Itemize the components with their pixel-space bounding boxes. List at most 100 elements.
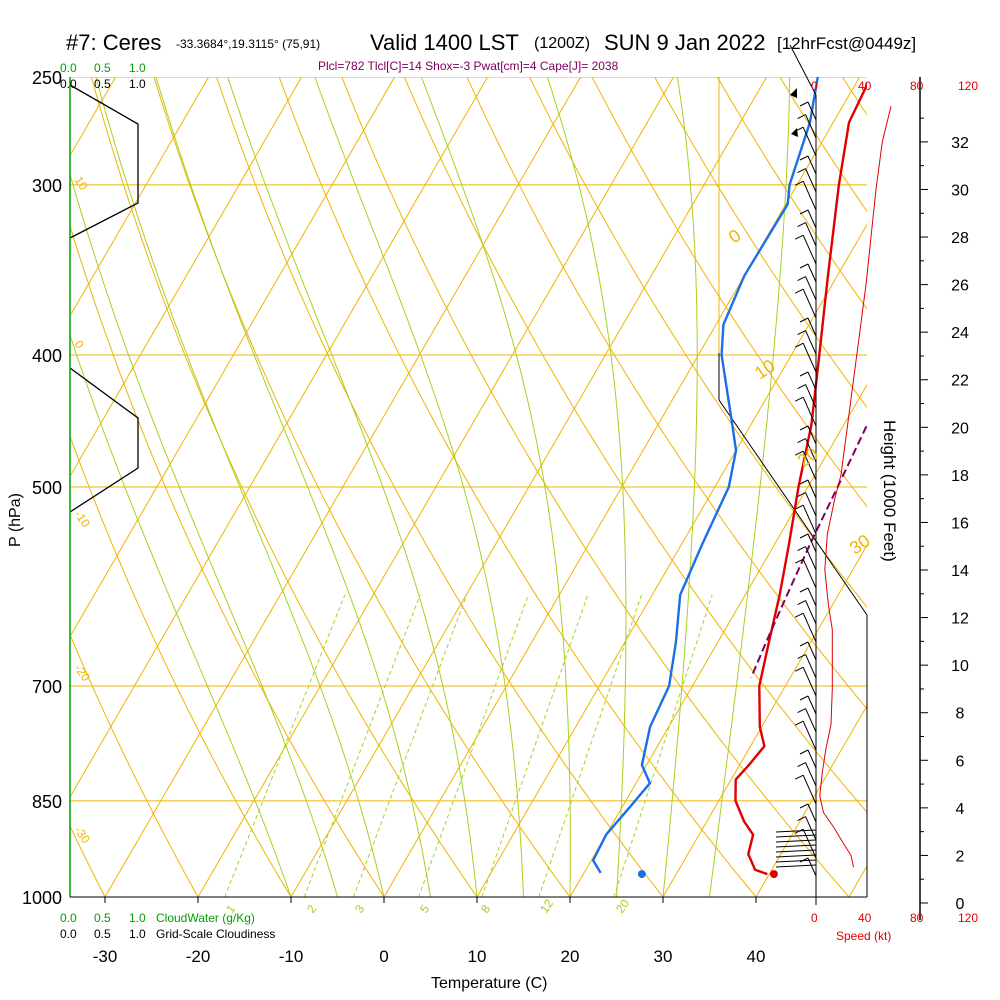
dry-adiabat-line bbox=[403, 77, 867, 814]
cloudwater-tick-top-0: 0.0 bbox=[60, 61, 77, 75]
wind-barb bbox=[802, 828, 817, 859]
mixing-ratio-line bbox=[418, 594, 529, 897]
dry-adiabat-line bbox=[341, 77, 850, 897]
height-label: 12 bbox=[951, 611, 969, 628]
temperature-label: 30 bbox=[654, 947, 673, 966]
wind-barb-feather bbox=[799, 425, 809, 431]
cloudwater-tick-0: 0.0 bbox=[60, 911, 77, 925]
height-label: 6 bbox=[956, 753, 965, 770]
dry-adiabat-label: 10 bbox=[751, 355, 779, 383]
speed-tick-top-0: 0 bbox=[811, 79, 818, 93]
dry-adiabat-line bbox=[153, 77, 571, 897]
wind-barb-feather bbox=[799, 641, 809, 647]
temperature-line bbox=[734, 82, 867, 876]
cloudwater-tick-top-2: 1.0 bbox=[129, 61, 146, 75]
wind-barb bbox=[802, 342, 817, 373]
dry-adiabat-line bbox=[591, 77, 867, 508]
wind-barb bbox=[807, 641, 817, 661]
mixing-ratio-label: 8 bbox=[478, 902, 493, 916]
height-label: 22 bbox=[951, 373, 969, 390]
speed-profile-line bbox=[819, 106, 892, 868]
wind-barb-feather bbox=[797, 114, 806, 120]
pressure-label: 850 bbox=[32, 792, 62, 812]
dry-adiabat-label: 20 bbox=[794, 443, 822, 471]
wind-barb-low bbox=[775, 839, 817, 843]
wind-barb bbox=[805, 492, 817, 517]
speed-tick-0: 0 bbox=[811, 911, 818, 925]
dry-adiabat-line bbox=[90, 77, 478, 897]
dewpoint-line bbox=[591, 77, 819, 874]
isotherm-line bbox=[0, 77, 23, 897]
wind-pennant bbox=[791, 128, 798, 137]
wind-barb bbox=[805, 114, 817, 139]
wind-barb-feather bbox=[794, 558, 804, 564]
dry-adiabat-line bbox=[466, 77, 867, 710]
wind-barb-feather bbox=[794, 720, 804, 726]
wind-barb-feather bbox=[794, 288, 804, 294]
valid-date: SUN 9 Jan 2022 bbox=[604, 30, 765, 55]
wind-barb-feather bbox=[797, 168, 806, 174]
dry-adiabat-line bbox=[654, 77, 867, 409]
sounding-lines bbox=[591, 77, 867, 879]
wind-barb bbox=[805, 708, 817, 733]
wind-barb bbox=[805, 546, 817, 571]
moist-adiabat-line bbox=[421, 77, 571, 897]
speed-label: Speed (kt) bbox=[836, 929, 891, 943]
cloudiness-tick-top-0: 0.0 bbox=[60, 77, 77, 91]
wind-barb-feather bbox=[797, 546, 806, 552]
mixing-ratio-line bbox=[352, 594, 468, 897]
isotherm-line bbox=[662, 544, 867, 897]
wind-barb-feather bbox=[799, 317, 809, 323]
wind-barb-feather bbox=[799, 695, 809, 701]
height-label: 10 bbox=[951, 658, 969, 675]
dry-adiabat-line bbox=[70, 633, 199, 897]
wind-barb bbox=[805, 384, 817, 409]
height-label: 8 bbox=[956, 706, 965, 723]
speed-tick-2: 80 bbox=[910, 911, 924, 925]
wind-barb-feather bbox=[799, 749, 809, 755]
mixing-ratio-label: 3 bbox=[352, 902, 367, 916]
wind-barb-feather bbox=[794, 342, 804, 348]
wind-pennant bbox=[790, 88, 797, 98]
moist-adiabat-label: 0 bbox=[72, 338, 87, 352]
wind-barb-feather bbox=[799, 479, 809, 485]
wind-barb-feather bbox=[794, 612, 804, 618]
wind-barb-feather bbox=[797, 492, 806, 498]
pressure-label: 400 bbox=[32, 346, 62, 366]
wind-barb bbox=[807, 695, 817, 715]
wind-barb-feather bbox=[797, 276, 806, 282]
grid-clipped bbox=[0, 77, 867, 897]
surface-temperature-marker bbox=[769, 870, 778, 879]
wind-barb-feather bbox=[794, 774, 804, 780]
height-label: 20 bbox=[951, 420, 969, 437]
dry-adiabat-label: 30 bbox=[846, 530, 874, 558]
wind-barb-feather bbox=[794, 666, 804, 672]
wind-barb-feather bbox=[799, 533, 809, 539]
height-label: 14 bbox=[951, 563, 969, 580]
cloudiness-tick-2: 1.0 bbox=[129, 927, 146, 941]
wind-barb-feather bbox=[797, 222, 806, 228]
temperature-label: -30 bbox=[93, 947, 118, 966]
temperature-label: 40 bbox=[747, 947, 766, 966]
wind-barb-feather bbox=[794, 180, 804, 186]
wind-barb bbox=[807, 101, 817, 121]
wind-barb bbox=[802, 288, 817, 319]
mixing-ratio-line bbox=[224, 594, 346, 897]
wind-barb-feather bbox=[799, 371, 809, 377]
height-label: 26 bbox=[951, 278, 969, 295]
dry-adiabat-line bbox=[278, 77, 757, 897]
temperature-label: -20 bbox=[186, 947, 211, 966]
speed-tick-top-1: 40 bbox=[858, 79, 872, 93]
height-label: 0 bbox=[956, 896, 965, 913]
wind-barb bbox=[807, 479, 817, 499]
wind-barb-feather bbox=[799, 101, 809, 107]
wind-barb-low bbox=[775, 864, 817, 868]
temperature-label: 20 bbox=[561, 947, 580, 966]
cloudiness-profile-lower bbox=[69, 367, 139, 513]
wind-barb-low bbox=[775, 829, 817, 833]
wind-barb-low bbox=[775, 834, 817, 838]
mixing-ratio-line bbox=[613, 594, 713, 897]
wind-barb bbox=[802, 126, 817, 157]
wind-barb bbox=[807, 263, 817, 283]
